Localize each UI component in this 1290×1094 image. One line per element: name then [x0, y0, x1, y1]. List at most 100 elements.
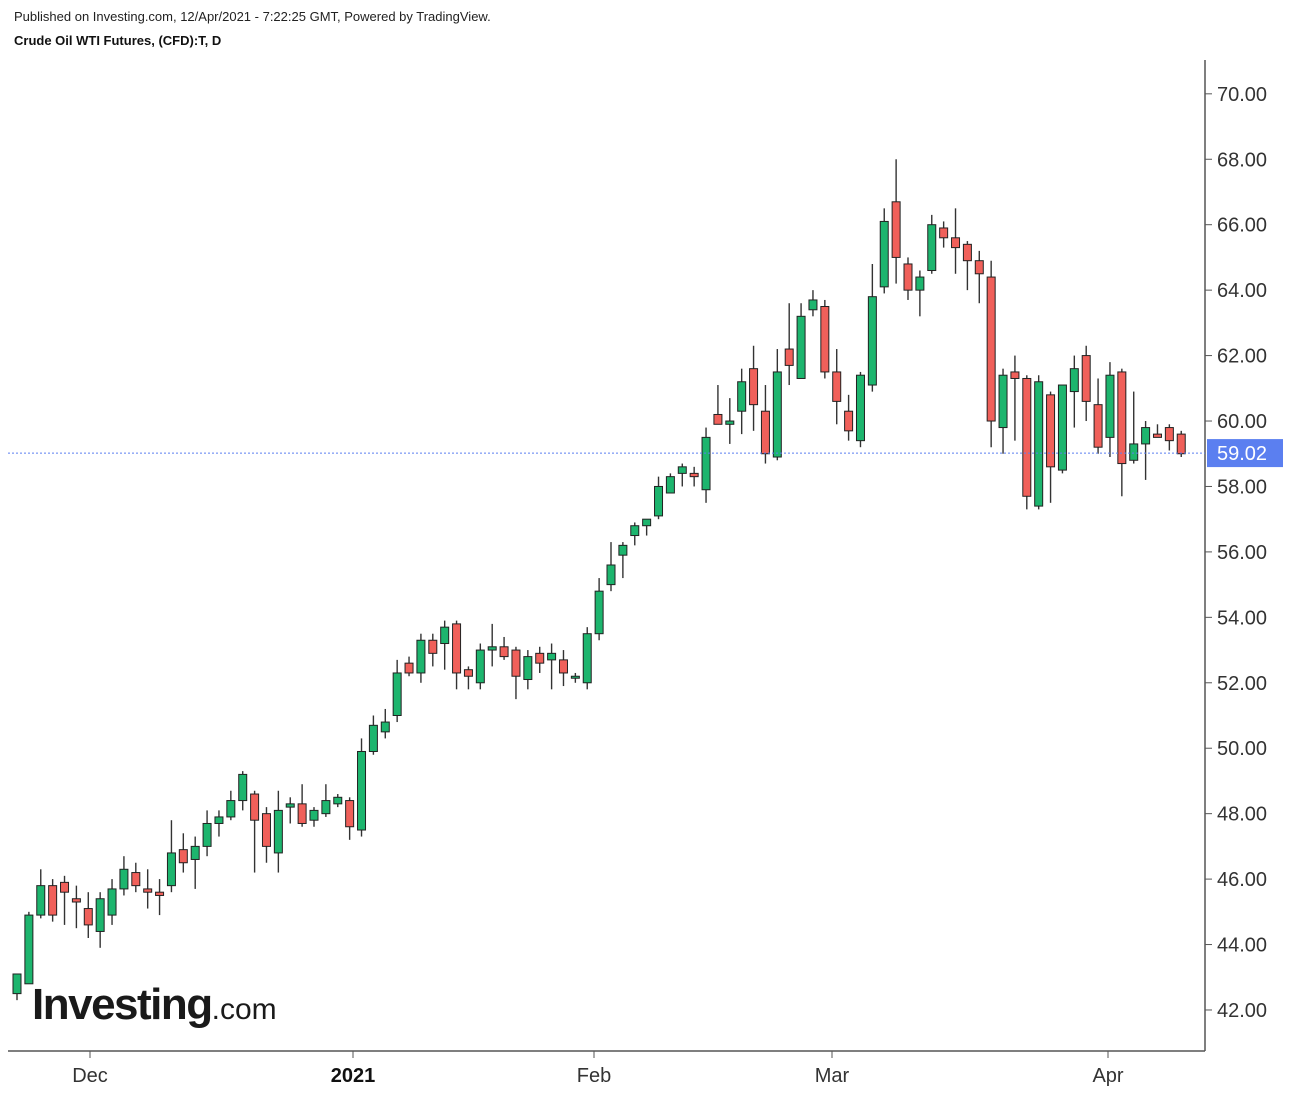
candle: [440, 620, 450, 670]
candle-body-down: [499, 646, 509, 658]
candle: [345, 797, 355, 840]
candle-body-down: [48, 885, 58, 916]
candle: [333, 794, 343, 808]
chart-header: Published on Investing.com, 12/Apr/2021 …: [14, 8, 491, 50]
candle: [951, 208, 961, 274]
candle-body-down: [143, 888, 153, 893]
x-tick-label: 2021: [331, 1065, 376, 1087]
candle: [24, 911, 34, 985]
x-tick-label: Dec: [72, 1065, 108, 1087]
candle: [867, 263, 877, 392]
candle-body-down: [452, 623, 462, 674]
candle-body-up: [855, 374, 865, 442]
candle-body-down: [844, 410, 854, 432]
candle: [879, 208, 889, 294]
candle-body-up: [642, 518, 652, 527]
candle-body-down: [463, 669, 473, 677]
candle: [772, 349, 782, 461]
candle: [71, 885, 81, 929]
candle-body-down: [1093, 404, 1103, 448]
last-price-marker: 59.02: [8, 439, 1283, 468]
candle: [1093, 378, 1103, 454]
candle-body-down: [939, 227, 949, 239]
candle-body-up: [24, 914, 34, 985]
candle-body-up: [665, 476, 675, 494]
candle-body-up: [357, 750, 367, 831]
candle: [594, 578, 604, 641]
candle-body-down: [131, 872, 141, 887]
chart-frame: [8, 60, 1206, 1052]
candle: [962, 241, 972, 291]
symbol-title: Crude Oil WTI Futures, (CFD):T, D: [14, 33, 222, 48]
candle: [202, 810, 212, 857]
candle: [285, 797, 295, 824]
candle-body-down: [60, 881, 70, 893]
y-tick-label: 62.00: [1217, 346, 1267, 368]
candle-body-up: [309, 809, 319, 821]
candle: [238, 771, 248, 811]
candle: [36, 869, 46, 919]
candle-body-down: [986, 276, 996, 422]
candle-body-up: [796, 315, 806, 379]
candle-body-down: [749, 368, 759, 406]
y-tick-label: 68.00: [1217, 149, 1267, 171]
candle-body-up: [1057, 384, 1067, 471]
candle: [1057, 384, 1067, 474]
candle-body-up: [487, 646, 497, 651]
candle: [1164, 424, 1174, 451]
candle: [820, 299, 830, 379]
candle: [1010, 355, 1020, 441]
candle-body-up: [95, 898, 105, 932]
candle-body-down: [962, 243, 972, 262]
candle-body-down: [404, 662, 414, 674]
candle: [784, 303, 794, 386]
candle: [368, 715, 378, 755]
candle-body-up: [392, 672, 402, 716]
candle-body-up: [107, 888, 117, 916]
candle: [1129, 391, 1139, 464]
candle-body-up: [570, 675, 580, 679]
candle: [844, 394, 854, 441]
candle-body-up: [808, 299, 818, 311]
candle-body-up: [475, 649, 485, 684]
candle: [226, 790, 236, 821]
candle: [701, 427, 711, 503]
candle-body-down: [903, 263, 913, 291]
time-axis[interactable]: Dec 2021 Feb Mar Apr: [72, 1051, 1124, 1087]
candle-body-up: [654, 485, 664, 517]
candle: [143, 869, 153, 909]
candle-body-up: [1141, 427, 1151, 445]
candle: [83, 892, 93, 938]
price-axis[interactable]: 42.00 44.00 46.00 48.00 50.00 52.00 54.00 56.00…: [1205, 84, 1267, 1022]
y-tick-label: 58.00: [1217, 476, 1267, 498]
candle: [1069, 355, 1079, 428]
candle-body-up: [333, 796, 343, 805]
candle: [855, 371, 865, 448]
candle-body-up: [879, 220, 889, 288]
published-caption: Published on Investing.com, 12/Apr/2021 …: [14, 9, 491, 24]
candle-body-up: [1129, 443, 1139, 461]
candle: [547, 643, 557, 690]
candle-body-up: [36, 885, 46, 916]
candle-body-down: [250, 793, 260, 821]
candle: [428, 633, 438, 667]
candle-body-up: [1105, 374, 1115, 438]
candle-body-up: [166, 852, 176, 887]
candle-body-up: [725, 420, 735, 425]
candle: [95, 892, 105, 948]
candle-body-down: [178, 849, 188, 864]
candle-body-up: [927, 224, 937, 272]
candle-body-down: [558, 659, 568, 674]
candle: [1152, 424, 1162, 438]
candle-body-up: [1034, 381, 1044, 507]
candle-body-down: [784, 348, 794, 366]
y-tick-label: 50.00: [1217, 738, 1267, 760]
candle: [60, 875, 70, 925]
candle: [487, 623, 497, 667]
candle: [166, 820, 176, 893]
candle-body-up: [238, 773, 248, 802]
x-tick-label: Mar: [815, 1065, 850, 1087]
candle-body-down: [713, 413, 723, 425]
candle: [1022, 375, 1032, 510]
